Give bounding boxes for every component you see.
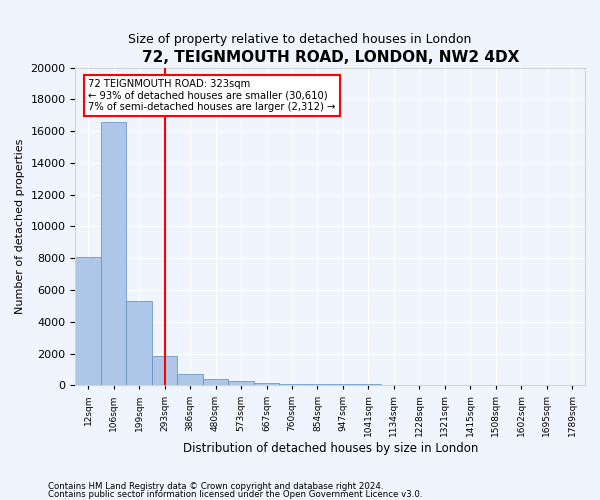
- X-axis label: Distribution of detached houses by size in London: Distribution of detached houses by size …: [182, 442, 478, 455]
- Bar: [381, 384, 407, 386]
- Bar: [305, 384, 330, 386]
- Text: 72 TEIGNMOUTH ROAD: 323sqm
← 93% of detached houses are smaller (30,610)
7% of s: 72 TEIGNMOUTH ROAD: 323sqm ← 93% of deta…: [88, 78, 335, 112]
- Bar: [254, 383, 279, 386]
- Text: Contains public sector information licensed under the Open Government Licence v3: Contains public sector information licen…: [48, 490, 422, 499]
- Bar: [330, 384, 356, 386]
- Bar: [178, 374, 203, 386]
- Y-axis label: Number of detached properties: Number of detached properties: [15, 138, 25, 314]
- Bar: [152, 356, 178, 386]
- Text: Contains HM Land Registry data © Crown copyright and database right 2024.: Contains HM Land Registry data © Crown c…: [48, 482, 383, 491]
- Bar: [203, 380, 228, 386]
- Bar: [76, 256, 101, 386]
- Text: Size of property relative to detached houses in London: Size of property relative to detached ho…: [128, 32, 472, 46]
- Bar: [101, 122, 127, 386]
- Bar: [127, 301, 152, 386]
- Bar: [228, 382, 254, 386]
- Bar: [356, 384, 381, 386]
- Title: 72, TEIGNMOUTH ROAD, LONDON, NW2 4DX: 72, TEIGNMOUTH ROAD, LONDON, NW2 4DX: [142, 50, 519, 65]
- Bar: [407, 384, 432, 386]
- Bar: [279, 384, 305, 386]
